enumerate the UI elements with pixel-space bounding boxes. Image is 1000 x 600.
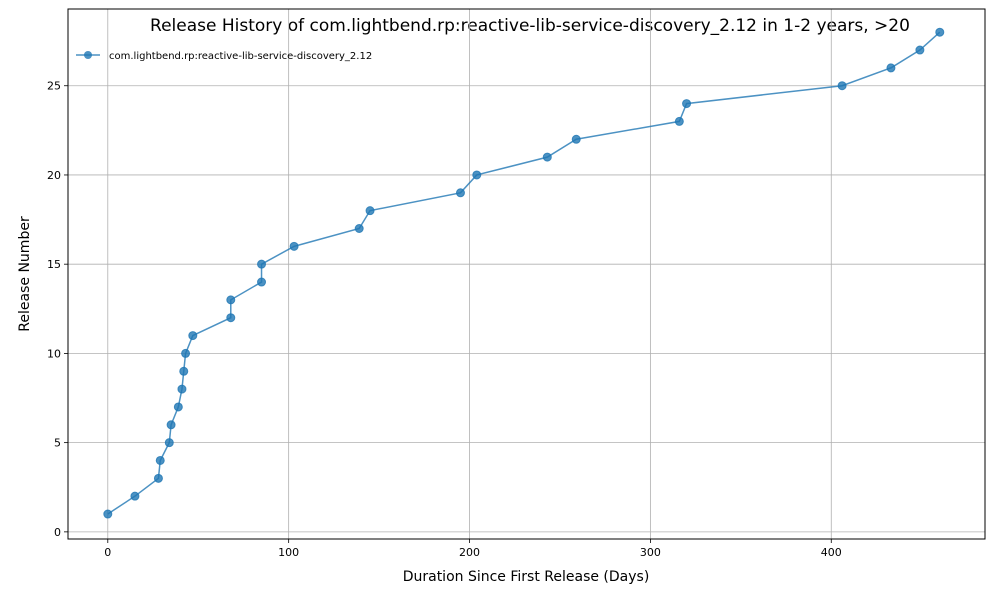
- y-tick-label: 15: [47, 258, 61, 271]
- x-tick-label: 300: [640, 546, 661, 559]
- data-point: [188, 331, 198, 341]
- y-axis-label: Release Number: [17, 216, 33, 332]
- data-point: [354, 223, 364, 233]
- data-point: [472, 170, 482, 180]
- data-point: [177, 384, 187, 394]
- x-tick-label: 200: [459, 546, 480, 559]
- data-point: [130, 491, 140, 501]
- data-point: [226, 313, 236, 323]
- data-point: [542, 152, 552, 162]
- data-point: [289, 241, 299, 251]
- data-point: [153, 473, 163, 483]
- data-point: [257, 259, 267, 269]
- series-line: [107, 31, 941, 515]
- grid-lines: [68, 9, 985, 539]
- data-point: [173, 402, 183, 412]
- data-point: [915, 45, 925, 55]
- y-tick-label: 0: [54, 526, 61, 539]
- y-tick-label: 10: [47, 347, 61, 360]
- data-point: [365, 206, 375, 216]
- data-point: [226, 295, 236, 305]
- series-layer: [103, 27, 945, 519]
- data-point: [164, 438, 174, 448]
- data-point: [935, 27, 945, 37]
- data-point: [837, 81, 847, 91]
- legend-point-marker: [84, 51, 92, 59]
- y-axis-ticks: 0 5 10 15 20 25: [47, 80, 68, 539]
- data-point: [571, 134, 581, 144]
- x-tick-label: 400: [821, 546, 842, 559]
- data-point: [166, 420, 176, 430]
- y-tick-label: 20: [47, 169, 61, 182]
- data-point: [674, 116, 684, 126]
- data-point: [103, 509, 113, 519]
- data-point: [257, 277, 267, 287]
- y-tick-label: 5: [54, 437, 61, 450]
- data-point: [455, 188, 465, 198]
- data-point: [682, 99, 692, 109]
- legend: com.lightbend.rp:reactive-lib-service-di…: [76, 51, 372, 62]
- legend-label: com.lightbend.rp:reactive-lib-service-di…: [109, 51, 372, 62]
- x-axis-label: Duration Since First Release (Days): [403, 569, 650, 585]
- x-tick-label: 0: [104, 546, 111, 559]
- plot-frame: [67, 8, 986, 540]
- x-tick-label: 100: [278, 546, 299, 559]
- x-axis-ticks: 0 100 200 300 400: [104, 539, 842, 559]
- chart-title: Release History of com.lightbend.rp:reac…: [150, 16, 910, 36]
- y-tick-label: 25: [47, 80, 61, 93]
- data-point: [155, 455, 165, 465]
- data-point: [181, 348, 191, 358]
- data-point: [886, 63, 896, 73]
- data-point: [179, 366, 189, 376]
